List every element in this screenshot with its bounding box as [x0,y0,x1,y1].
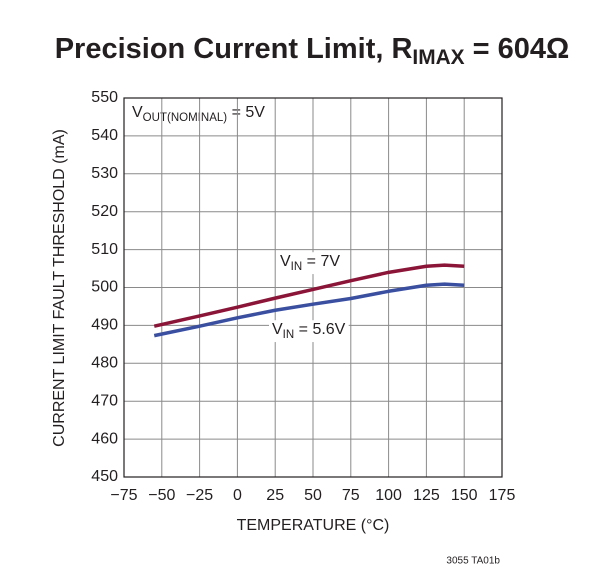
title-subscript: IMAX [412,46,464,69]
series-label-part: V [280,253,291,270]
chart-title: Precision Current Limit, RIMAX = 604Ω [55,33,570,69]
y-tick-label: 540 [91,127,118,144]
x-tick-label: −50 [148,487,175,504]
series-label-part: = 7V [302,253,340,270]
x-tick-label: 75 [342,487,360,504]
y-tick-label: 480 [91,355,118,372]
x-tick-label: 150 [451,487,478,504]
x-tick-label: 175 [489,487,516,504]
title-part: = 604Ω [465,33,570,65]
footnote: 3055 TA01b [446,556,500,567]
x-tick-label: −25 [186,487,213,504]
series-label-subscript: IN [283,329,295,341]
y-tick-label: 530 [91,165,118,182]
y-tick-label: 450 [91,468,118,485]
x-tick-label: 50 [304,487,322,504]
y-tick-label: 490 [91,317,118,334]
y-tick-label: 550 [91,89,118,106]
label-background [269,320,349,343]
series-label: VIN = 5.6V [272,321,346,341]
y-axis-label: CURRENT LIMIT FAULT THRESHOLD (mA) [51,129,68,447]
y-tick-label: 460 [91,430,118,447]
label-background [277,252,344,275]
x-tick-label: 100 [375,487,402,504]
y-tick-label: 500 [91,279,118,296]
annotation-background [128,102,270,127]
annotation-part: = 5V [227,104,265,121]
series-label-subscript: IN [291,261,303,273]
x-tick-label: 25 [266,487,284,504]
x-tick-label: −75 [110,487,137,504]
y-tick-label: 510 [91,241,118,258]
series-label-part: = 5.6V [294,321,345,338]
y-tick-label: 520 [91,203,118,220]
annotation-subscript: OUT(NOMINAL) [143,112,228,124]
series-label: VIN = 7V [280,253,340,273]
plot-frame [123,97,503,478]
series-label-part: V [272,321,283,338]
y-tick-label: 470 [91,392,118,409]
x-axis-label: TEMPERATURE (°C) [237,517,390,534]
x-tick-label: 125 [413,487,440,504]
x-tick-label: 0 [233,487,242,504]
series-line [153,282,465,338]
annotation: VOUT(NOMINAL) = 5V [132,104,265,124]
series-line [153,263,465,328]
annotation-part: V [132,104,143,121]
title-part: Precision Current Limit, R [55,33,413,65]
